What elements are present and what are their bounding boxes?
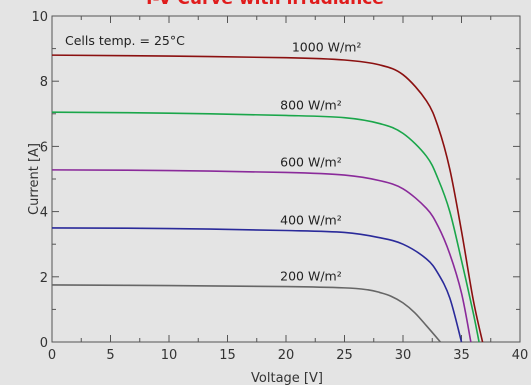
series-line [51,227,463,343]
axes: 0 5 10 15 20 25 30 35 40 0 2 4 6 8 10 [31,10,528,363]
x-tick-label: 35 [453,348,470,363]
x-tick-label: 25 [336,348,353,363]
x-tick-label: 20 [278,348,295,363]
series-line [51,284,442,343]
series-line [51,111,480,343]
y-tick-label: 4 [40,206,48,221]
cell-temperature-annotation: Cells temp. = 25°C [65,33,185,48]
x-tick-label: 10 [161,348,178,363]
series-line [51,54,484,343]
x-tick-label: 0 [48,348,56,363]
y-tick-label: 2 [40,271,48,286]
series-line [51,169,472,343]
series-label: 800 W/m² [280,97,342,112]
y-tick-label: 10 [31,10,48,25]
series-label: 1000 W/m² [292,40,362,55]
x-tick-label: 15 [219,348,236,363]
chart-title: I-V Curve with irradiance [146,0,384,9]
x-tick-label: 30 [395,348,412,363]
x-tick-label: 5 [106,348,114,363]
y-axis-title: Current [A] [27,143,42,215]
curves [51,54,484,343]
y-tick-label: 0 [40,336,48,351]
y-tick-label: 6 [40,140,48,155]
plot-frame [51,15,521,343]
x-tick-label: 40 [512,348,529,363]
y-tick-label: 8 [40,75,48,90]
curve-labels: 1000 W/m² 800 W/m² 600 W/m² 400 W/m² 200 W/m… [280,40,361,284]
series-label: 600 W/m² [280,154,342,169]
x-axis-title: Voltage [V] [251,371,323,385]
series-label: 200 W/m² [280,269,342,284]
series-label: 400 W/m² [280,213,342,228]
